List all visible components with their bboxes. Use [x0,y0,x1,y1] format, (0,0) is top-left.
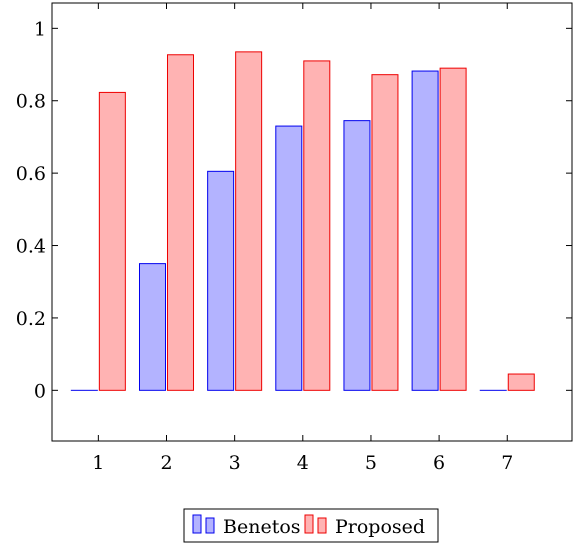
y-tick-label-0.6: 0.6 [16,163,46,185]
x-tick-label-1: 1 [92,452,104,474]
bar-benetos-6 [411,70,439,391]
legend-swatch-benetos-b [205,517,215,534]
bar-benetos-5 [343,120,371,391]
x-tick-label-3: 3 [229,452,241,474]
legend-swatch-proposed-a [304,514,314,534]
legend-label-benetos: Benetos [223,516,301,538]
plot-frame [51,2,573,442]
bar-benetos-3 [207,170,235,391]
bar-proposed-6 [439,67,467,391]
axis-ticks: 1 2 3 4 5 6 7 0 0.2 0.4 0.6 0.8 1 [16,3,572,474]
bar-benetos-2 [138,263,166,391]
plot-area [51,2,573,442]
legend: Benetos Proposed [183,508,439,543]
x-tick-label-2: 2 [160,452,172,474]
x-tick-label-4: 4 [297,452,309,474]
legend-label-proposed: Proposed [335,516,425,538]
y-tick-label-0.2: 0.2 [16,308,46,330]
bar-proposed-3 [235,51,263,391]
bar-proposed-7 [507,373,535,391]
bars-layer [70,51,535,391]
x-tick-label-7: 7 [501,452,513,474]
y-tick-label-0: 0 [34,380,46,402]
bar-proposed-4 [303,60,331,391]
y-tick-label-0.4: 0.4 [16,236,46,258]
y-tick-label-1: 1 [34,18,46,40]
x-tick-label-5: 5 [365,452,377,474]
bar-proposed-1 [98,91,126,391]
bar-proposed-5 [371,74,399,391]
x-tick-label-6: 6 [433,452,445,474]
legend-swatch-benetos-a [192,514,202,534]
bar-proposed-2 [166,54,194,391]
bar-benetos-4 [275,125,303,391]
y-tick-label-0.8: 0.8 [16,91,46,113]
legend-swatch-proposed-b [317,517,327,534]
